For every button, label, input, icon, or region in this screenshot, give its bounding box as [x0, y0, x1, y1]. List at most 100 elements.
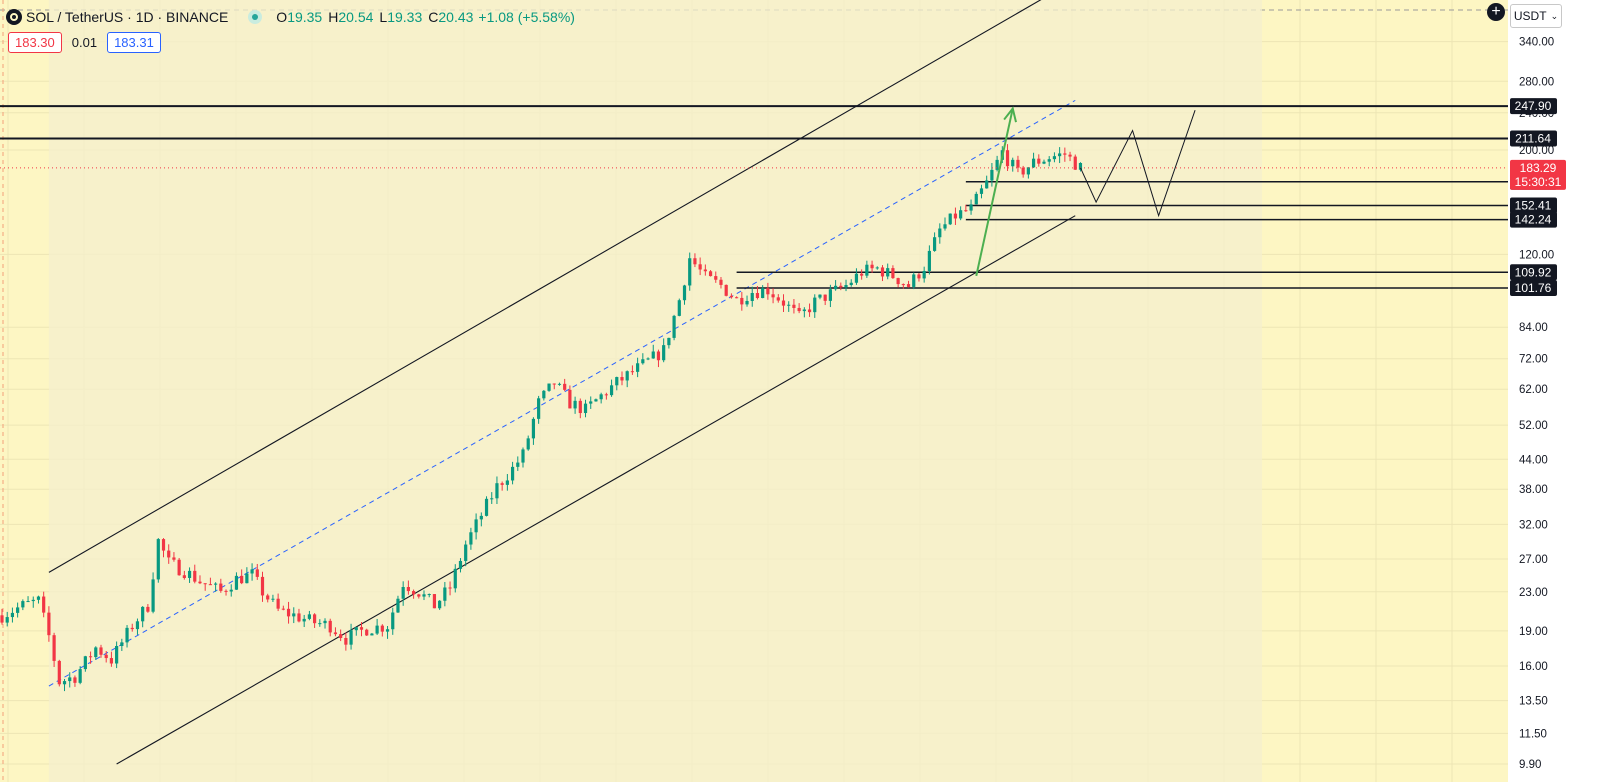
candle-body — [646, 358, 650, 360]
candle-body — [260, 576, 265, 596]
candle-body — [1005, 150, 1010, 167]
candle-body — [88, 656, 93, 658]
candle-body — [57, 660, 61, 685]
price-tick-label: 52.00 — [1519, 420, 1548, 432]
candle-body — [396, 598, 400, 613]
currency-selector[interactable]: USDT ⌄ — [1510, 4, 1562, 28]
candle-body — [662, 345, 666, 361]
candle-body — [781, 300, 786, 306]
candle-body — [656, 351, 661, 361]
candle-body — [948, 213, 952, 225]
candle-body — [1037, 158, 1041, 164]
last-price-tag — [1510, 159, 1566, 190]
candle-body — [167, 550, 171, 558]
candle-body — [5, 617, 9, 623]
candle-body — [1021, 167, 1025, 175]
high-value: 20.54 — [338, 9, 374, 25]
candle-body — [354, 627, 358, 631]
candle-body — [198, 581, 202, 584]
candle-body — [453, 568, 457, 589]
level-price-tag — [1510, 264, 1557, 281]
candle-body — [292, 613, 296, 617]
price-axis-ticks: 340.00280.00240.00200.00120.0084.0072.00… — [1519, 37, 1554, 771]
candle-body — [417, 594, 421, 597]
candle-body — [219, 583, 223, 591]
candle-body — [271, 598, 275, 600]
candle-body — [990, 169, 994, 181]
price-tick-label: 72.00 — [1519, 354, 1548, 366]
candle-body — [411, 591, 416, 595]
candle-body — [891, 268, 895, 279]
price-tick-label: 280.00 — [1519, 76, 1554, 88]
level-price-label: 142.24 — [1515, 213, 1552, 227]
candle-body — [609, 385, 614, 396]
price-tick-label: 84.00 — [1519, 322, 1548, 334]
candle-body — [901, 284, 905, 286]
channel-shaded-area — [48, 0, 1262, 782]
candle-body — [542, 390, 546, 399]
candle-body — [432, 594, 437, 609]
candle-body — [52, 635, 56, 661]
level-price-tag — [1510, 280, 1557, 297]
candle-body — [771, 294, 775, 298]
candle-body — [880, 267, 885, 277]
price-tick-label: 44.00 — [1519, 454, 1548, 466]
candle-body — [568, 389, 572, 409]
candle-body — [521, 449, 525, 463]
candle-body — [860, 273, 864, 276]
candle-body — [594, 399, 598, 402]
candle-body — [318, 623, 322, 625]
candle-body — [917, 274, 921, 279]
sell-price-button[interactable]: 183.30 — [8, 32, 62, 53]
candle-body — [10, 612, 15, 618]
candle-body — [234, 575, 239, 590]
symbol-title[interactable]: SOL / TetherUS · 1D · BINANCE — [26, 9, 229, 25]
candle-body — [359, 627, 364, 630]
candle-body — [787, 304, 791, 306]
candle-body — [385, 629, 390, 632]
add-plus-icon[interactable]: + — [1487, 3, 1505, 21]
candle-body — [370, 633, 374, 636]
level-price-label: 152.41 — [1515, 199, 1552, 213]
candle-body — [912, 274, 916, 287]
candle-body — [625, 371, 629, 381]
candle-body — [68, 677, 72, 682]
candle-body — [651, 351, 655, 359]
candle-body — [979, 188, 984, 194]
market-open-icon — [248, 10, 263, 24]
candle-body — [735, 297, 739, 299]
candle-body — [677, 300, 681, 316]
candle-body — [1058, 153, 1062, 157]
candle-body — [714, 276, 718, 280]
candle-body — [943, 224, 947, 229]
candle-body — [807, 309, 812, 313]
candle-body — [344, 637, 348, 645]
candle-body — [526, 438, 530, 450]
level-price-label: 109.92 — [1515, 265, 1552, 279]
price-axis — [1508, 0, 1599, 782]
candle-body — [47, 612, 51, 636]
candle-body — [31, 599, 35, 602]
price-tick-label: 120.00 — [1519, 249, 1554, 261]
candle-body — [161, 539, 166, 551]
candle-body — [307, 614, 311, 619]
candle-body — [156, 539, 160, 580]
price-tick-label: 9.90 — [1519, 759, 1541, 771]
candle-body — [865, 264, 869, 276]
candle-body — [130, 627, 134, 630]
buy-price-button[interactable]: 183.31 — [107, 32, 161, 53]
candle-body — [552, 383, 556, 385]
price-tick-label: 340.00 — [1519, 37, 1554, 49]
candle-body — [1063, 153, 1067, 155]
candle-body — [120, 642, 124, 646]
candle-body — [109, 658, 114, 664]
level-price-label: 101.76 — [1515, 281, 1552, 295]
candle-body — [1011, 159, 1015, 167]
candle-body — [896, 278, 900, 285]
candle-body — [693, 258, 697, 265]
candle-body — [573, 400, 577, 409]
candle-body — [484, 498, 489, 516]
price-tick-label: 32.00 — [1519, 519, 1548, 531]
price-tick-label: 62.00 — [1519, 384, 1548, 396]
